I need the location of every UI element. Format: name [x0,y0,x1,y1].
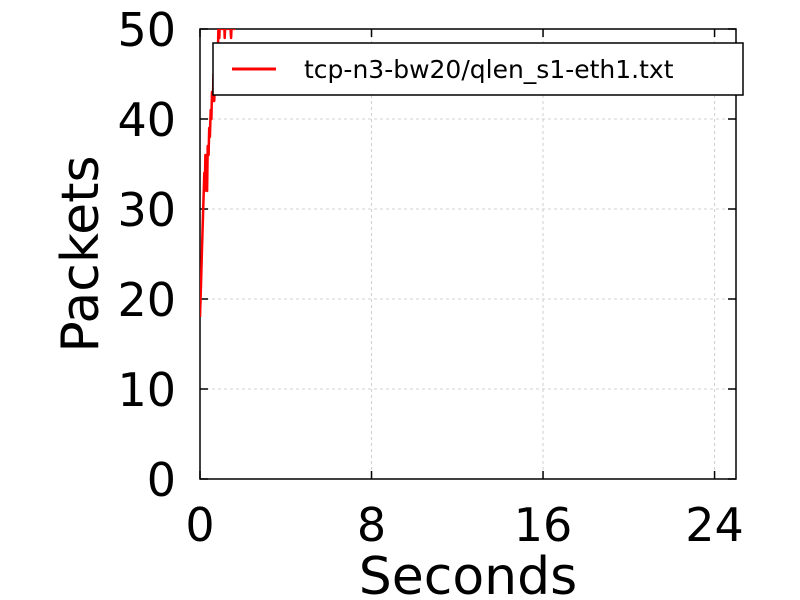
x-tick-label: 0 [185,498,214,552]
y-tick-label: 40 [117,93,176,147]
y-tick-label: 10 [117,363,176,417]
y-axis-title: Packets [51,155,111,352]
legend: tcp-n3-bw20/qlen_s1-eth1.txt [212,42,744,96]
axis-ticks: 0 8 16 24 0 10 20 30 40 50 [117,3,743,552]
plot-frame [199,28,737,480]
y-tick-label: 0 [147,453,176,507]
y-tick-label: 50 [117,3,176,57]
x-tick-label: 8 [357,498,386,552]
y-tick-label: 20 [117,273,176,327]
grid [199,28,736,480]
legend-box [212,42,744,96]
x-tick-label: 24 [685,498,744,552]
x-axis-title: Seconds [359,547,577,600]
x-tick-label: 16 [514,498,573,552]
legend-label: tcp-n3-bw20/qlen_s1-eth1.txt [304,55,674,84]
y-tick-label: 30 [117,183,176,237]
